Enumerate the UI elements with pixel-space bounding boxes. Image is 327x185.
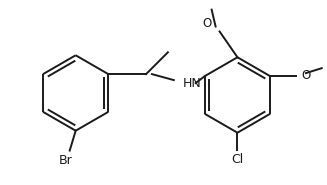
- Text: HN: HN: [183, 77, 201, 90]
- Text: Cl: Cl: [231, 153, 244, 166]
- Text: O: O: [202, 17, 212, 30]
- Text: Br: Br: [59, 154, 73, 167]
- Text: O: O: [302, 69, 311, 82]
